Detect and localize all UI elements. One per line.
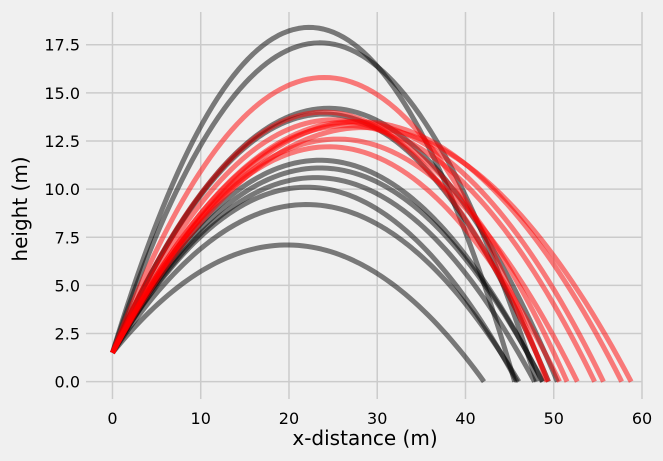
red-trajectory-line [110,109,551,383]
x-tick-label: 0 [107,409,117,428]
trajectory-series [110,24,634,384]
y-tick-label: 0.0 [55,373,80,392]
x-tick-label: 10 [191,409,211,428]
y-tick-label: 5.0 [55,276,80,295]
y-axis-label: height (m) [8,156,32,261]
x-tick-label: 60 [632,409,652,428]
y-tick-label: 15.0 [44,84,80,103]
x-axis-label: x-distance (m) [292,426,437,450]
y-tick-labels: 0.0 2.5 5.0 7.5 10.0 12.5 15.0 17.5 [44,36,80,392]
x-tick-labels: 0 10 20 30 40 50 60 [107,409,652,428]
y-tick-label: 10.0 [44,180,80,199]
y-tick-label: 7.5 [55,228,80,247]
black-trajectory-line [110,242,486,384]
red-trajectory-line [110,144,562,383]
x-tick-label: 50 [544,409,564,428]
y-tick-label: 12.5 [44,132,80,151]
x-tick-label: 30 [367,409,387,428]
black-trajectory-line [110,202,521,383]
y-tick-label: 17.5 [44,36,80,55]
x-tick-label: 40 [455,409,475,428]
x-tick-label: 20 [279,409,299,428]
y-tick-label: 2.5 [55,325,80,344]
